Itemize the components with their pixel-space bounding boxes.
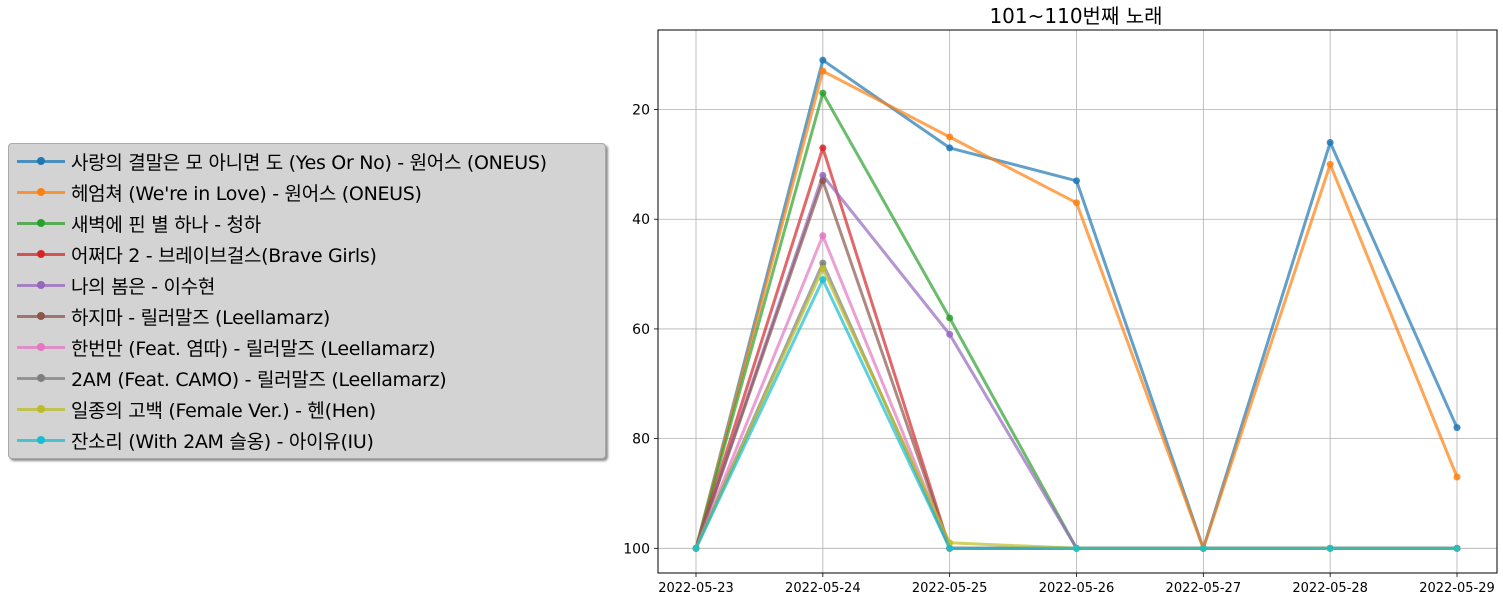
x-tick-label: 2022-05-27 bbox=[1166, 581, 1242, 596]
y-tick-label: 20 bbox=[632, 103, 650, 119]
y-tick-label: 40 bbox=[632, 212, 650, 228]
data-point bbox=[946, 144, 954, 152]
legend-marker bbox=[37, 312, 45, 320]
data-point bbox=[946, 133, 954, 141]
legend-marker bbox=[37, 436, 45, 444]
legend-label: 한번만 (Feat. 염따) - 릴러말즈 (Leellamarz) bbox=[71, 338, 436, 360]
data-point bbox=[1326, 160, 1334, 168]
data-point bbox=[1453, 424, 1461, 432]
data-point bbox=[946, 314, 954, 322]
x-tick-label: 2022-05-28 bbox=[1292, 581, 1368, 596]
legend-label: 일종의 고백 (Female Ver.) - 헨(Hen) bbox=[71, 400, 376, 422]
series-10 bbox=[692, 276, 1461, 552]
legend-item: 나의 봄은 - 이수현 bbox=[9, 270, 607, 301]
legend-marker bbox=[37, 374, 45, 382]
y-tick-label: 100 bbox=[623, 541, 650, 557]
data-point bbox=[946, 544, 954, 552]
data-point bbox=[1073, 544, 1080, 552]
axes: 2022-05-23 2022-05-24 2022-05-25 2022-05-26… bbox=[623, 29, 1498, 596]
series-lines bbox=[692, 56, 1461, 552]
x-tick-label: 2022-05-25 bbox=[912, 581, 988, 596]
data-point bbox=[1453, 544, 1461, 552]
legend-item: 잔소리 (With 2AM 슬옹) - 아이유(IU) bbox=[9, 425, 607, 456]
data-point bbox=[1073, 199, 1080, 207]
x-tick-label: 2022-05-23 bbox=[658, 581, 734, 596]
data-point bbox=[819, 177, 827, 185]
data-point bbox=[1326, 544, 1334, 552]
legend-label: 어쩌다 2 - 브레이브걸스(Brave Girls) bbox=[71, 245, 377, 267]
legend-item: 헤엄쳐 (We're in Love) - 원어스 (ONEUS) bbox=[9, 177, 607, 208]
data-point bbox=[819, 232, 827, 240]
legend-marker bbox=[37, 250, 45, 258]
legend-item: 하지마 - 릴러말즈 (Leellamarz) bbox=[9, 301, 607, 332]
data-point bbox=[1326, 138, 1334, 146]
x-tick-label: 2022-05-26 bbox=[1039, 581, 1115, 596]
data-point bbox=[1073, 177, 1080, 185]
data-point bbox=[819, 144, 827, 152]
legend-marker bbox=[37, 343, 45, 351]
data-point bbox=[946, 330, 954, 338]
legend-label: 사랑의 결말은 모 아니면 도 (Yes Or No) - 원어스 (ONEUS… bbox=[71, 152, 547, 174]
data-point bbox=[819, 67, 827, 75]
legend-label: 하지마 - 릴러말즈 (Leellamarz) bbox=[71, 307, 331, 329]
legend-marker bbox=[37, 281, 45, 289]
legend-item: 사랑의 결말은 모 아니면 도 (Yes Or No) - 원어스 (ONEUS… bbox=[9, 146, 607, 177]
data-point bbox=[1199, 544, 1207, 552]
legend-label: 잔소리 (With 2AM 슬옹) - 아이유(IU) bbox=[71, 431, 374, 453]
legend: 사랑의 결말은 모 아니면 도 (Yes Or No) - 원어스 (ONEUS… bbox=[8, 143, 606, 459]
legend-item: 한번만 (Feat. 염따) - 릴러말즈 (Leellamarz) bbox=[9, 332, 607, 363]
legend-item: 2AM (Feat. CAMO) - 릴러말즈 (Leellamarz) bbox=[9, 363, 607, 394]
data-point bbox=[819, 56, 827, 64]
x-tick-label: 2022-05-29 bbox=[1419, 581, 1495, 596]
chart-title: 101~110번째 노래 bbox=[989, 4, 1162, 28]
legend-marker bbox=[37, 157, 45, 165]
data-point bbox=[819, 171, 827, 179]
legend-item: 일종의 고백 (Female Ver.) - 헨(Hen) bbox=[9, 394, 607, 425]
legend-label: 새벽에 핀 별 하나 - 청하 bbox=[71, 214, 261, 236]
legend-item: 어쩌다 2 - 브레이브걸스(Brave Girls) bbox=[9, 239, 607, 270]
legend-label: 헤엄쳐 (We're in Love) - 원어스 (ONEUS) bbox=[71, 183, 422, 205]
legend-marker bbox=[37, 405, 45, 413]
data-point bbox=[819, 276, 827, 284]
grid-lines bbox=[658, 30, 1497, 573]
y-tick-label: 60 bbox=[632, 322, 650, 338]
data-point bbox=[692, 544, 700, 552]
data-point bbox=[819, 259, 827, 267]
legend-item: 새벽에 핀 별 하나 - 청하 bbox=[9, 208, 607, 239]
x-tick-label: 2022-05-24 bbox=[785, 581, 861, 596]
plot-frame bbox=[657, 29, 1498, 574]
legend-marker bbox=[37, 219, 45, 227]
legend-marker bbox=[37, 188, 45, 196]
data-point bbox=[1453, 473, 1461, 481]
legend-label: 2AM (Feat. CAMO) - 릴러말즈 (Leellamarz) bbox=[71, 369, 447, 391]
legend-label: 나의 봄은 - 이수현 bbox=[71, 276, 216, 298]
data-point bbox=[819, 265, 827, 273]
y-tick-label: 80 bbox=[632, 432, 650, 448]
data-point bbox=[819, 89, 827, 97]
